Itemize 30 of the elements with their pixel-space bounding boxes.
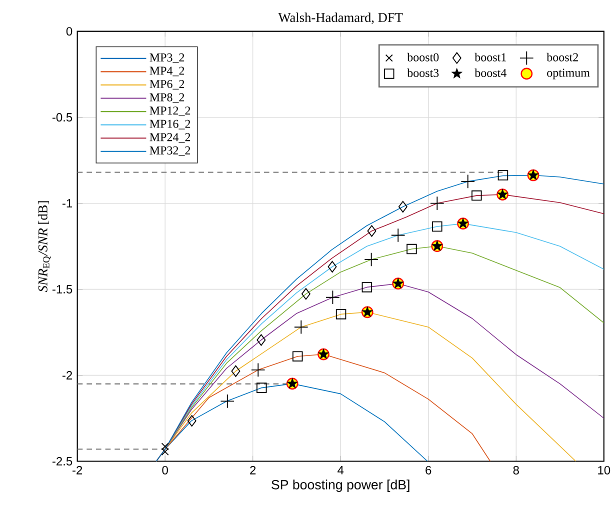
legend-label: MP12_2	[150, 106, 190, 116]
legend-label: boost1	[474, 52, 506, 62]
legend-label: boost4	[474, 68, 506, 78]
x-tick-label: 10	[598, 466, 610, 474]
legend-label: boost3	[407, 68, 439, 78]
legend-label: optimum	[547, 68, 590, 80]
x-tick-label: 6	[426, 466, 432, 474]
x-tick-label: 4	[338, 466, 344, 474]
legend-label: MP24_2	[150, 133, 190, 143]
y-tick-label: -2.5	[52, 457, 72, 466]
legend-label: boost0	[407, 52, 439, 62]
y-tick-label: 0	[66, 27, 72, 36]
legend-label: MP16_2	[150, 120, 190, 130]
x-tick-label: 0	[162, 466, 168, 474]
chart-title: Walsh-Hadamard, DFT	[278, 12, 403, 24]
y-tick-label: -2	[62, 371, 72, 380]
x-axis-title: SP boosting power [dB]	[272, 480, 410, 492]
legend-label: MP4_2	[150, 66, 184, 76]
x-tick-label: 8	[513, 466, 519, 474]
y-axis-title: SNR$_{EQ}$/SNR [dB]	[38, 201, 51, 292]
x-tick-label: 2	[250, 466, 256, 474]
y-tick-label: -0.5	[52, 113, 72, 122]
legend-label: boost2	[546, 52, 578, 62]
y-tick-label: -1.5	[52, 285, 72, 294]
legend-label: MP3_2	[150, 53, 184, 63]
x-tick-label: -2	[72, 466, 82, 474]
y-tick-label: -1	[62, 199, 72, 208]
legend-label: MP8_2	[150, 93, 184, 103]
legend-label: MP32_2	[150, 146, 190, 156]
legend-label: MP6_2	[150, 80, 184, 90]
